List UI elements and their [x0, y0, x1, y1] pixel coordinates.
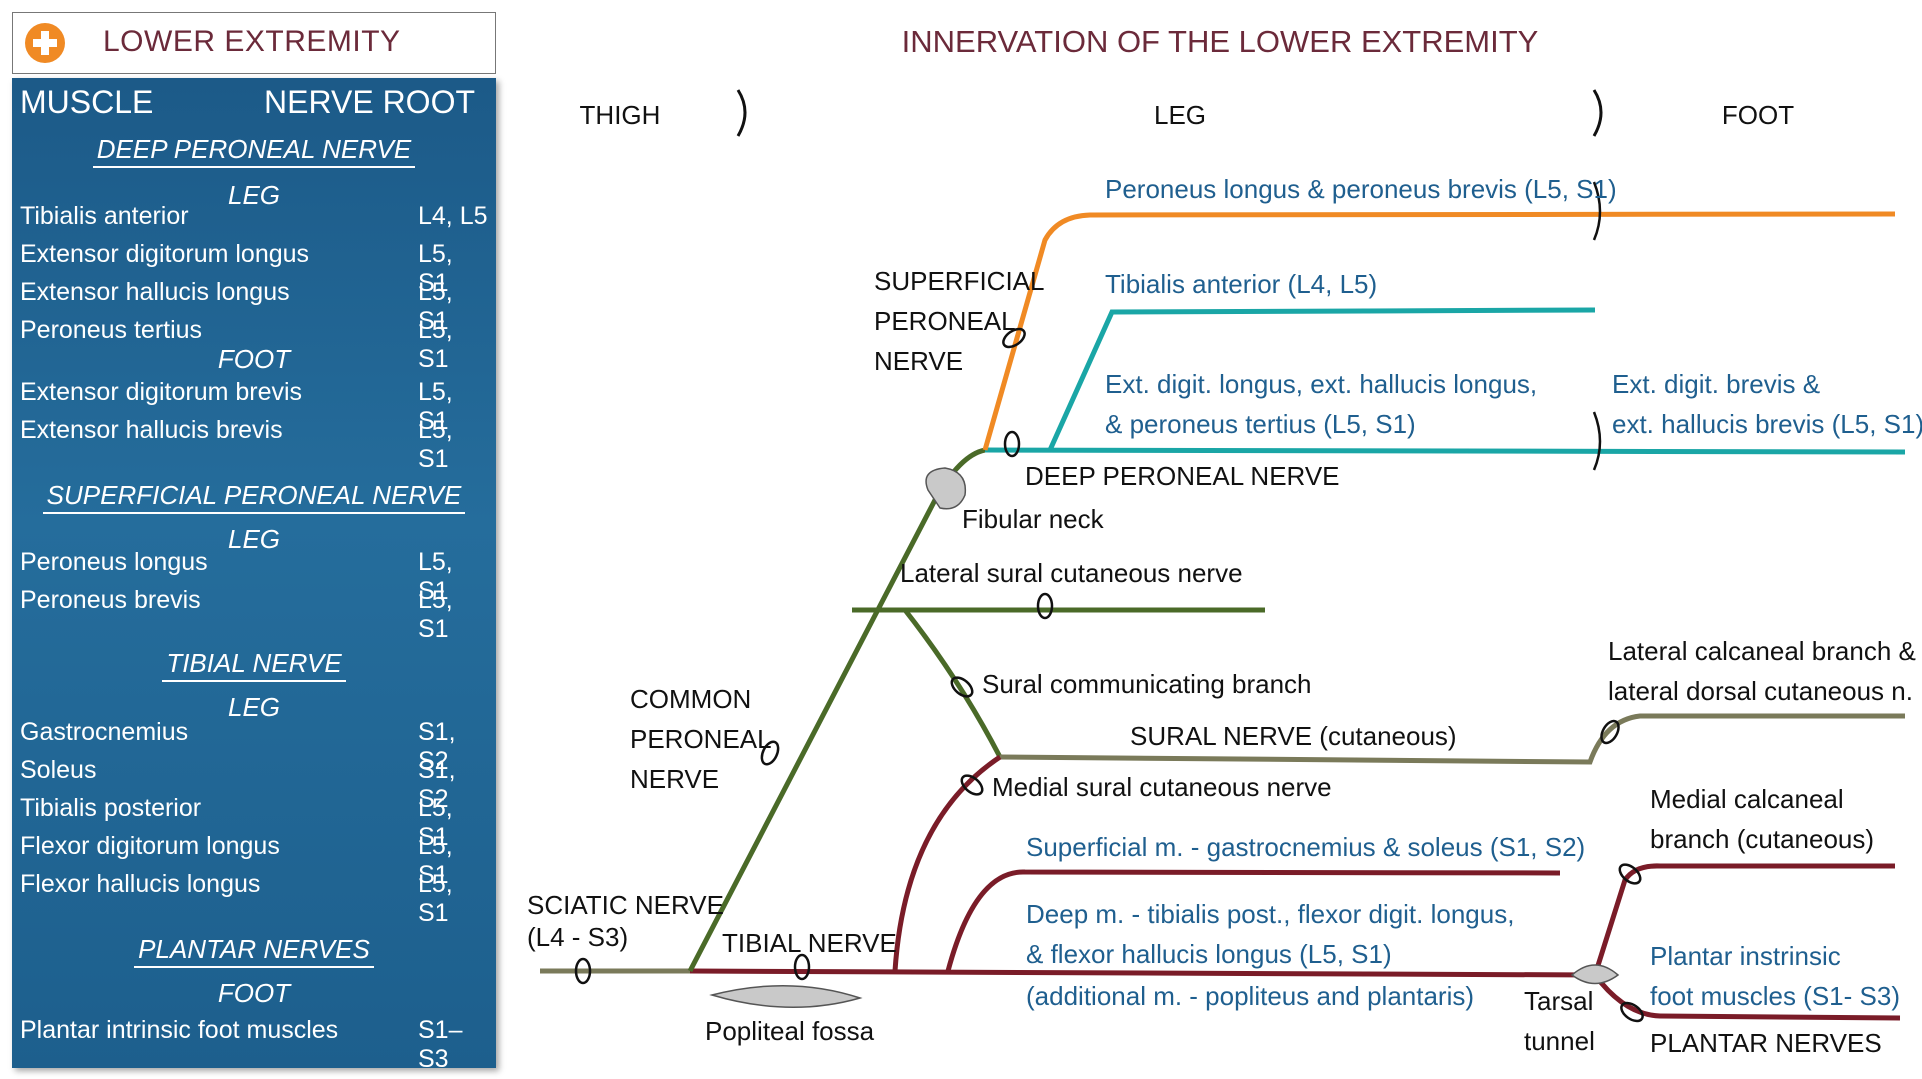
lateral-calcaneal-label: lateral dorsal cutaneous n. [1608, 676, 1913, 706]
section-title-plantar: PLANTAR NERVES [12, 934, 496, 968]
fibular-neck-label: Fibular neck [962, 504, 1105, 534]
superficial-muscles-label: Superficial m. - gastrocnemius & soleus … [1026, 832, 1585, 862]
muscle-panel: MUSCLE NERVE ROOT DEEP PERONEAL NERVE LE… [12, 78, 496, 1073]
sub-leg: LEG [227, 524, 281, 554]
plantar-intrinsic-label: Plantar instrinsic [1650, 941, 1841, 971]
medial-sural-line [892, 754, 1002, 972]
nerve-marker [760, 740, 780, 766]
panel-header: LOWER EXTREMITY [12, 12, 496, 74]
lateral-sural-label: Lateral sural cutaneous nerve [900, 558, 1243, 588]
tibialis-anterior-branch [1047, 307, 1596, 452]
col-root: NERVE ROOT [264, 84, 475, 120]
medial-sural-label: Medial sural cutaneous nerve [992, 772, 1332, 802]
plantar-nerves-line [1593, 973, 1901, 1021]
region-divider [1592, 89, 1603, 137]
section-title-deep: DEEP PERONEAL NERVE [12, 134, 496, 168]
deep-peroneal-line [984, 447, 1906, 455]
superficial-peroneal-line [982, 211, 1896, 451]
sciatic-label: SCIATIC NERVE [527, 890, 724, 920]
tarsal-tunnel-shape [1570, 964, 1620, 985]
tarsal-tunnel-label: tunnel [1524, 1026, 1595, 1056]
extensor-brevis-label: Ext. digit. brevis & [1612, 369, 1820, 399]
superficial-muscles-line [945, 869, 1561, 972]
plus-icon [25, 23, 65, 63]
popliteal-fossa-shape [709, 984, 863, 1009]
tibialis-anterior-label: Tibialis anterior (L4, L5) [1105, 269, 1377, 299]
nerve-marker [1003, 430, 1021, 458]
medial-calcaneal-label: Medial calcaneal [1650, 784, 1844, 814]
deep-peroneal-label: DEEP PERONEAL NERVE [1025, 461, 1340, 491]
nerve-marker [960, 774, 984, 796]
region-divider [1592, 411, 1602, 471]
deep-muscles-label: & flexor hallucis longus (L5, S1) [1026, 939, 1392, 969]
col-muscle: MUSCLE [20, 84, 154, 120]
diagram-title: INNERVATION OF THE LOWER EXTREMITY [902, 24, 1539, 59]
nerve-marker [793, 953, 811, 981]
section-title-superficial: SUPERFICIAL PERONEAL NERVE [12, 480, 496, 514]
medial-calcaneal-label: branch (cutaneous) [1650, 824, 1874, 854]
region-foot: FOOT [1722, 100, 1794, 130]
superficial-peroneal-label: PERONEAL [874, 306, 1016, 336]
deep-muscles-label: Deep m. - tibialis post., flexor digit. … [1026, 899, 1514, 929]
superficial-peroneal-label: NERVE [874, 346, 963, 376]
nerve-marker [1620, 1001, 1644, 1023]
panel-title: LOWER EXTREMITY [103, 25, 401, 58]
sural-communicating-line [903, 608, 1003, 759]
sural-communicating-label: Sural communicating branch [982, 669, 1312, 699]
nerve-marker [950, 676, 974, 698]
nerve-marker [1002, 327, 1026, 349]
popliteal-fossa-label: Popliteal fossa [705, 1016, 875, 1046]
sural-nerve-line [999, 713, 1905, 765]
nerve-marker [1618, 863, 1642, 885]
extensor-muscles-label: Ext. digit. longus, ext. hallucis longus… [1105, 369, 1537, 399]
extensor-brevis-label: ext. hallucis brevis (L5, S1) [1612, 409, 1922, 439]
peroneus-muscles-label: Peroneus longus & peroneus brevis (L5, S… [1105, 174, 1617, 204]
plantar-nerves-label: PLANTAR NERVES [1650, 1028, 1882, 1058]
extensor-muscles-label: & peroneus tertius (L5, S1) [1105, 409, 1416, 439]
nerve-marker [574, 957, 592, 985]
sub-leg: LEG [227, 180, 281, 210]
common-peroneal-label: COMMON [630, 684, 751, 714]
common-peroneal-label: PERONEAL [630, 724, 772, 754]
sub-leg: LEG [227, 692, 281, 722]
section-title-tibial: TIBIAL NERVE [12, 648, 496, 682]
common-peroneal-label: NERVE [630, 764, 719, 794]
sub-foot: FOOT [217, 344, 291, 374]
region-divider [736, 89, 747, 137]
sciatic-label: (L4 - S3) [527, 922, 628, 952]
tibial-nerve-line [689, 968, 1596, 978]
region-leg: LEG [1154, 100, 1206, 130]
tarsal-tunnel-label: Tarsal [1524, 986, 1593, 1016]
superficial-peroneal-label: SUPERFICIAL [874, 266, 1045, 296]
sural-nerve-label: SURAL NERVE (cutaneous) [1130, 721, 1457, 751]
region-divider [1592, 181, 1602, 241]
plantar-intrinsic-label: foot muscles (S1- S3) [1650, 981, 1900, 1011]
fibular-neck-shape [925, 467, 967, 510]
nerve-marker [1600, 719, 1620, 745]
tibial-nerve-label: TIBIAL NERVE [722, 928, 897, 958]
lateral-calcaneal-label: Lateral calcaneal branch & [1608, 636, 1916, 666]
region-thigh: THIGH [580, 100, 661, 130]
nerve-marker [1036, 592, 1054, 620]
additional-muscles-label: (additional m. - popliteus and plantaris… [1026, 981, 1474, 1011]
sub-foot: FOOT [217, 978, 291, 1008]
